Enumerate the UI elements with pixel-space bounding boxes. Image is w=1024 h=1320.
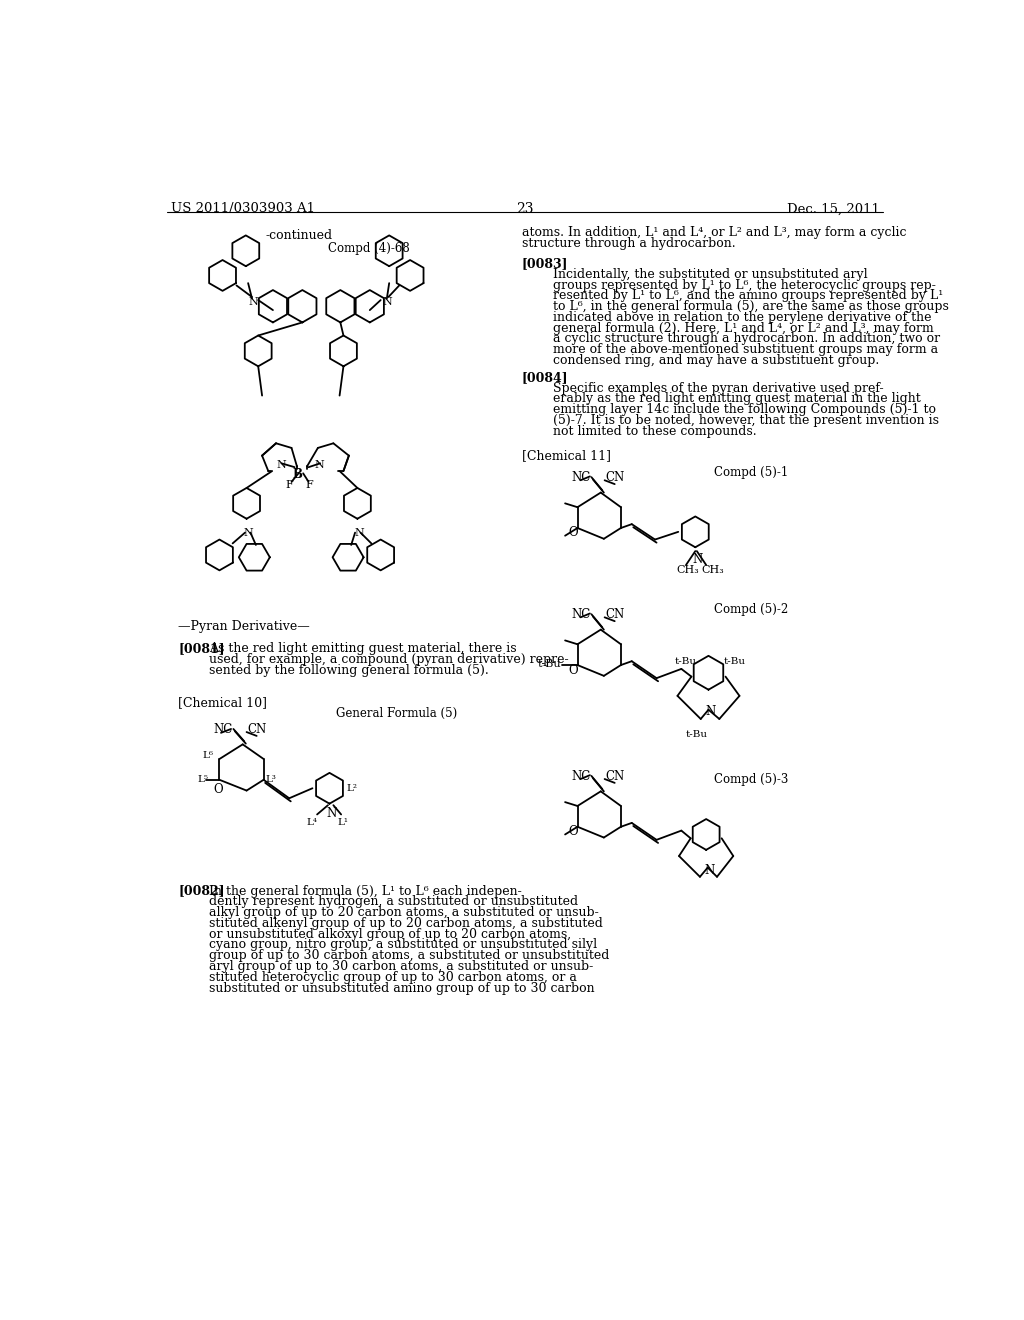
- Text: F: F: [305, 480, 313, 490]
- Text: N: N: [314, 461, 325, 470]
- Text: F: F: [286, 480, 293, 490]
- Text: L⁵: L⁵: [198, 775, 209, 784]
- Text: N: N: [249, 297, 259, 308]
- Text: used, for example, a compound (pyran derivative) repre-: used, for example, a compound (pyran der…: [209, 653, 569, 665]
- Text: erably as the red light emitting guest material in the light: erably as the red light emitting guest m…: [553, 392, 921, 405]
- Text: In the general formula (5), L¹ to L⁶ each indepen-: In the general formula (5), L¹ to L⁶ eac…: [209, 884, 522, 898]
- Text: NC: NC: [213, 723, 232, 735]
- Text: As the red light emitting guest material, there is: As the red light emitting guest material…: [209, 642, 517, 655]
- Text: (5)-7. It is to be noted, however, that the present invention is: (5)-7. It is to be noted, however, that …: [553, 414, 939, 428]
- Text: t-Bu: t-Bu: [724, 657, 745, 667]
- Text: Compd (4)-68: Compd (4)-68: [328, 242, 410, 255]
- Text: Compd (5)-2: Compd (5)-2: [714, 603, 788, 616]
- Text: O: O: [568, 825, 578, 838]
- Text: NC: NC: [571, 770, 591, 783]
- Text: CN: CN: [248, 723, 266, 735]
- Text: stituted alkenyl group of up to 20 carbon atoms, a substituted: stituted alkenyl group of up to 20 carbo…: [209, 917, 603, 929]
- Text: dently represent hydrogen, a substituted or unsubstituted: dently represent hydrogen, a substituted…: [209, 895, 579, 908]
- Text: structure through a hydrocarbon.: structure through a hydrocarbon.: [521, 238, 735, 249]
- Text: groups represented by L¹ to L⁶, the heterocyclic groups rep-: groups represented by L¹ to L⁶, the hete…: [553, 279, 936, 292]
- Text: stituted heterocyclic group of up to 30 carbon atoms, or a: stituted heterocyclic group of up to 30 …: [209, 970, 578, 983]
- Text: Incidentally, the substituted or unsubstituted aryl: Incidentally, the substituted or unsubst…: [553, 268, 867, 281]
- Text: group of up to 30 carbon atoms, a substituted or unsubstituted: group of up to 30 carbon atoms, a substi…: [209, 949, 609, 962]
- Text: [0081]: [0081]: [178, 642, 225, 655]
- Text: N: N: [244, 528, 253, 539]
- Text: General Formula (5): General Formula (5): [336, 708, 457, 721]
- Text: US 2011/0303903 A1: US 2011/0303903 A1: [171, 202, 314, 215]
- Text: sented by the following general formula (5).: sented by the following general formula …: [209, 664, 489, 677]
- Text: Compd (5)-3: Compd (5)-3: [714, 774, 788, 785]
- Text: N: N: [354, 528, 365, 539]
- Text: resented by L¹ to L⁶, and the amino groups represented by L¹: resented by L¹ to L⁶, and the amino grou…: [553, 289, 943, 302]
- Text: aryl group of up to 30 carbon atoms, a substituted or unsub-: aryl group of up to 30 carbon atoms, a s…: [209, 960, 594, 973]
- Text: Dec. 15, 2011: Dec. 15, 2011: [786, 202, 880, 215]
- Text: CN: CN: [605, 471, 625, 484]
- Text: cyano group, nitro group, a substituted or unsubstituted silyl: cyano group, nitro group, a substituted …: [209, 939, 597, 952]
- Text: NC: NC: [571, 609, 591, 622]
- Text: O: O: [568, 527, 578, 540]
- Text: N: N: [382, 297, 392, 308]
- Text: O: O: [213, 783, 223, 796]
- Text: L⁶: L⁶: [203, 751, 213, 759]
- Text: to L⁶, in the general formula (5), are the same as those groups: to L⁶, in the general formula (5), are t…: [553, 300, 948, 313]
- Text: CH₃: CH₃: [677, 565, 699, 576]
- Text: Compd (5)-1: Compd (5)-1: [714, 466, 788, 479]
- Text: CN: CN: [605, 770, 625, 783]
- Text: more of the above-mentioned substituent groups may form a: more of the above-mentioned substituent …: [553, 343, 938, 356]
- Text: [0083]: [0083]: [521, 257, 568, 271]
- Text: N: N: [276, 461, 286, 470]
- Text: substituted or unsubstituted amino group of up to 30 carbon: substituted or unsubstituted amino group…: [209, 982, 595, 994]
- Text: Specific examples of the pyran derivative used pref-: Specific examples of the pyran derivativ…: [553, 381, 884, 395]
- Text: L³: L³: [266, 775, 276, 784]
- Text: [Chemical 11]: [Chemical 11]: [521, 449, 610, 462]
- Text: N: N: [706, 705, 716, 718]
- Text: condensed ring, and may have a substituent group.: condensed ring, and may have a substitue…: [553, 354, 879, 367]
- Text: L¹: L¹: [337, 817, 348, 826]
- Text: CH₃: CH₃: [701, 565, 724, 576]
- Text: t-Bu: t-Bu: [675, 657, 696, 667]
- Text: N: N: [327, 807, 337, 820]
- Text: indicated above in relation to the perylene derivative of the: indicated above in relation to the peryl…: [553, 312, 931, 323]
- Text: L⁴: L⁴: [306, 817, 317, 826]
- Text: L²: L²: [346, 784, 357, 793]
- Text: -continued: -continued: [266, 230, 333, 243]
- Text: or unsubstituted alkoxyl group of up to 20 carbon atoms,: or unsubstituted alkoxyl group of up to …: [209, 928, 571, 941]
- Text: O: O: [568, 664, 578, 677]
- Text: [Chemical 10]: [Chemical 10]: [178, 696, 267, 709]
- Text: emitting layer 14c include the following Compounds (5)-1 to: emitting layer 14c include the following…: [553, 404, 936, 416]
- Text: CN: CN: [605, 609, 625, 622]
- Text: N: N: [692, 553, 702, 566]
- Text: t-Bu: t-Bu: [538, 659, 561, 669]
- Text: [0082]: [0082]: [178, 884, 225, 898]
- Text: NC: NC: [571, 471, 591, 484]
- Text: —Pyran Derivative—: —Pyran Derivative—: [178, 620, 310, 634]
- Text: B: B: [292, 469, 302, 480]
- Text: N: N: [705, 863, 715, 876]
- Text: t-Bu: t-Bu: [685, 730, 708, 739]
- Text: not limited to these compounds.: not limited to these compounds.: [553, 425, 757, 438]
- Text: a cyclic structure through a hydrocarbon. In addition, two or: a cyclic structure through a hydrocarbon…: [553, 333, 940, 346]
- Text: 23: 23: [516, 202, 534, 216]
- Text: alkyl group of up to 20 carbon atoms, a substituted or unsub-: alkyl group of up to 20 carbon atoms, a …: [209, 906, 599, 919]
- Text: atoms. In addition, L¹ and L⁴, or L² and L³, may form a cyclic: atoms. In addition, L¹ and L⁴, or L² and…: [521, 226, 906, 239]
- Text: [0084]: [0084]: [521, 371, 568, 384]
- Text: general formula (2). Here, L¹ and L⁴, or L² and L³, may form: general formula (2). Here, L¹ and L⁴, or…: [553, 322, 934, 335]
